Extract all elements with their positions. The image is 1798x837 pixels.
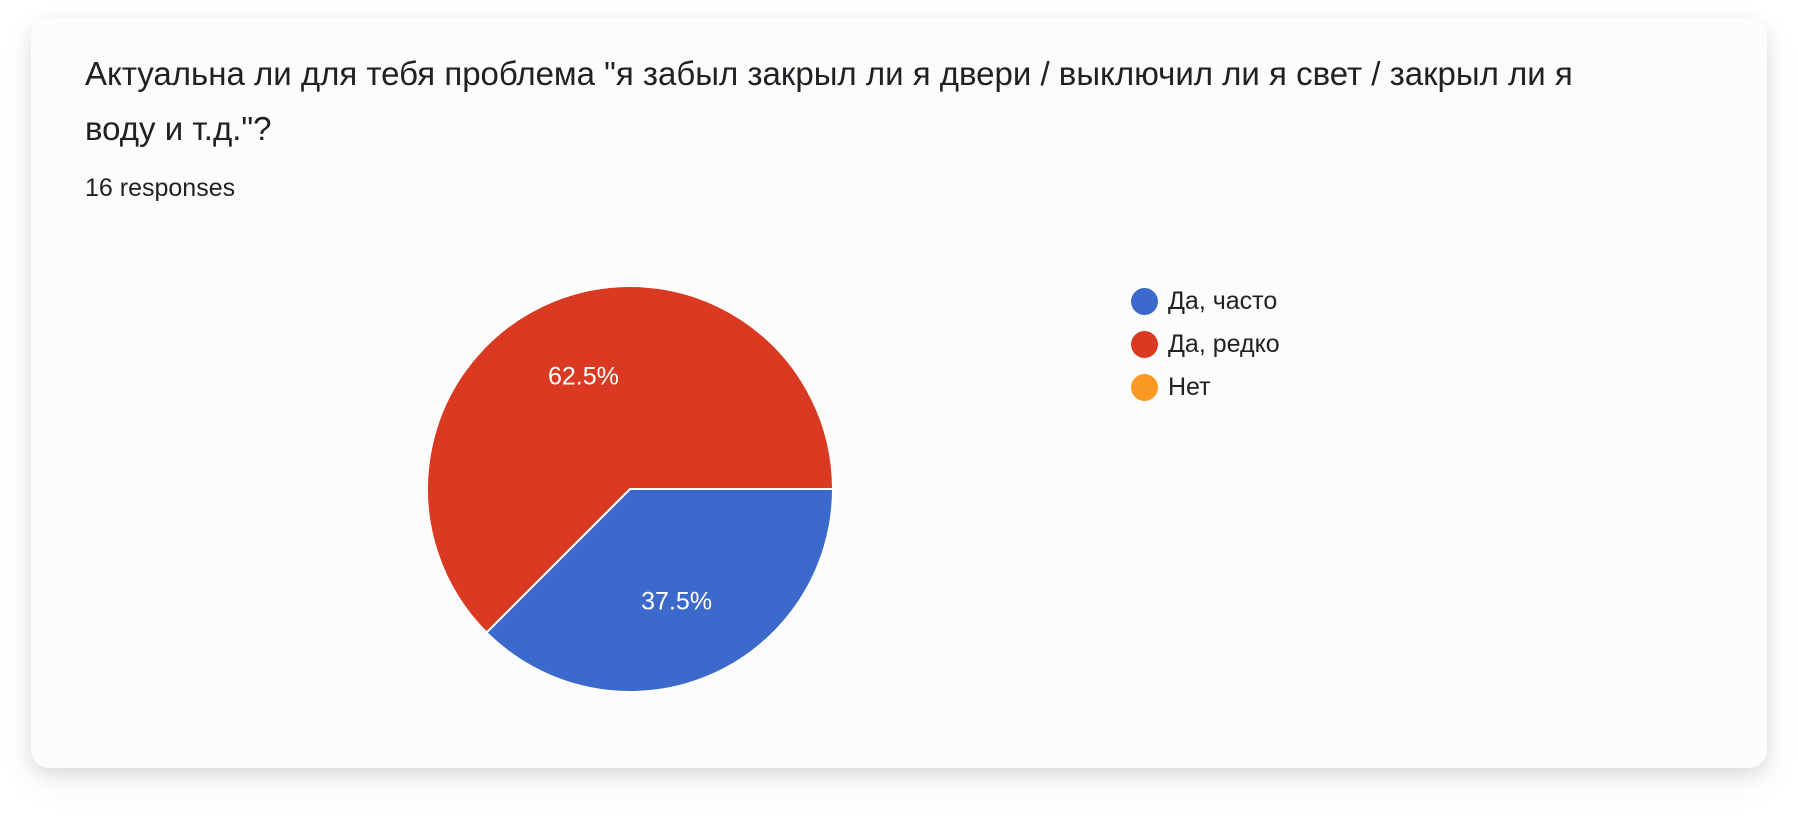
legend-swatch-1: [1131, 331, 1158, 358]
pie-slices: [426, 285, 834, 693]
pie-slice-1[interactable]: [426, 285, 834, 634]
pie-slice-label-0: 37.5%: [641, 588, 712, 616]
legend-label-1: Да, редко: [1168, 330, 1280, 358]
legend-label-0: Да, часто: [1168, 287, 1278, 315]
pie-slice-0[interactable]: [485, 488, 834, 693]
chart-legend: Да, часто Да, редко Нет: [1131, 280, 1280, 409]
legend-item-1[interactable]: Да, редко: [1131, 323, 1280, 366]
legend-item-2[interactable]: Нет: [1131, 366, 1280, 409]
pie-chart: 37.5% 62.5%: [426, 285, 834, 693]
question-title: Актуальна ли для тебя проблема "я забыл …: [85, 55, 1573, 147]
legend-item-0[interactable]: Да, часто: [1131, 280, 1280, 323]
pie-slice-label-1: 62.5%: [548, 362, 619, 390]
legend-label-2: Нет: [1168, 373, 1211, 401]
legend-swatch-0: [1131, 288, 1158, 315]
response-count: 16 responses: [85, 174, 236, 202]
question-summary-card: Актуальна ли для тебя проблема "я забыл …: [31, 18, 1767, 768]
pie-slice-labels: 37.5% 62.5%: [548, 362, 712, 615]
legend-swatch-2: [1131, 374, 1158, 401]
